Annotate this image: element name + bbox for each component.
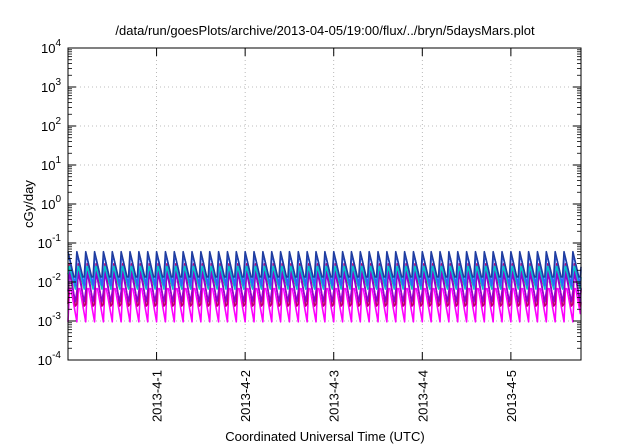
x-tick-label: 2013-4-2 — [238, 370, 253, 422]
y-tick-label: 10-3 — [38, 311, 62, 329]
y-tick-label: 102 — [41, 116, 61, 134]
y-tick-label: 103 — [41, 77, 61, 95]
x-tick-label: 2013-4-1 — [150, 370, 165, 422]
x-tick-label: 2013-4-5 — [504, 370, 519, 422]
y-tick-label: 101 — [41, 155, 61, 173]
x-tick-label: 2013-4-3 — [327, 370, 342, 422]
series-line — [67, 271, 582, 303]
series-line — [67, 265, 582, 290]
x-axis: 2013-4-1 2013-4-2 2013-4-3 2013-4-4 2013-4-5 — [150, 48, 519, 422]
y-axis-label: cGy/day — [21, 180, 36, 228]
x-tick-label: 2013-4-4 — [415, 370, 430, 422]
y-axis: 10-4 10-3 10-2 10-1 100 101 102 103 104 — [38, 38, 581, 368]
y-tick-label: 10-1 — [38, 233, 62, 251]
chart-title: /data/run/goesPlots/archive/2013-04-05/1… — [115, 23, 535, 38]
plot-area — [67, 250, 582, 323]
y-tick-label: 10-4 — [38, 350, 62, 368]
series-line — [67, 250, 582, 278]
series-line — [67, 287, 582, 323]
x-axis-label: Coordinated Universal Time (UTC) — [225, 429, 424, 444]
y-tick-label: 10-2 — [38, 272, 62, 290]
y-tick-label: 100 — [41, 194, 61, 212]
y-tick-label: 104 — [41, 38, 61, 56]
